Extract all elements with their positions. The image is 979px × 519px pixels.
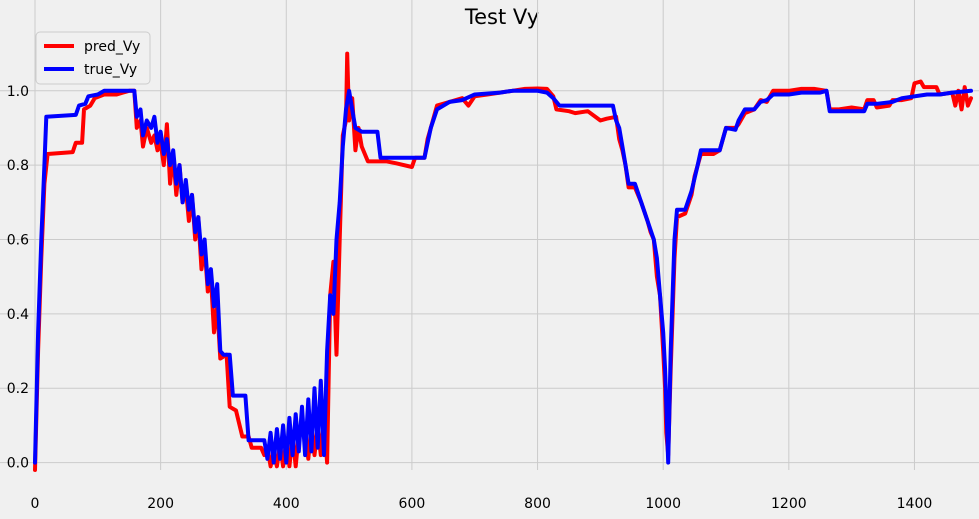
y-tick-label: 0.6	[7, 232, 29, 248]
x-tick-label: 600	[399, 496, 426, 512]
y-grid-lines	[0, 90, 979, 464]
y-tick-label: 0.2	[7, 381, 29, 397]
y-tick-label: 0.0	[7, 456, 29, 472]
x-tick-label: 200	[147, 496, 174, 512]
legend-label-true: true_Vy	[84, 62, 137, 78]
series-line-true-vy	[33, 88, 973, 465]
x-tick-label: 1400	[897, 496, 933, 512]
x-tick-labels: 0 200 400 600 800 1000 1200 1400	[31, 496, 933, 512]
legend-label-pred: pred_Vy	[84, 39, 140, 55]
y-tick-label: 0.4	[7, 307, 29, 323]
y-tick-label: 1.0	[7, 84, 29, 100]
x-tick-label: 800	[524, 496, 551, 512]
chart-title: Test Vy	[464, 5, 539, 29]
series-layer	[33, 51, 973, 472]
x-tick-label: 1200	[771, 496, 807, 512]
legend: pred_Vy true_Vy	[35, 31, 151, 85]
x-tick-label: 1000	[645, 496, 681, 512]
y-tick-label: 0.8	[7, 158, 29, 174]
x-grid-lines	[34, 0, 915, 470]
x-tick-label: 400	[273, 496, 300, 512]
y-tick-labels: 0.0 0.2 0.4 0.6 0.8 1.0	[7, 84, 29, 472]
x-tick-label: 0	[31, 496, 40, 512]
